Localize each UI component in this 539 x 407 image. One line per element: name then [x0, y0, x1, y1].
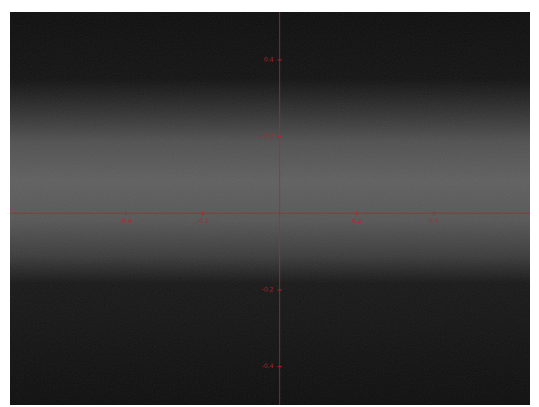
x-tick-label: 0.2 — [352, 218, 362, 225]
page: -0.4-0.20.20.40.40.2-0.2-0.4 (() => { co… — [0, 0, 539, 407]
viewer: -0.4 -0.2 0.2 0.4 0.4 0.2 -0.2 -0.4 — [0, 0, 539, 407]
y-tick-label: 0.4 — [264, 56, 274, 63]
image-texture — [10, 12, 530, 405]
x-tick-label: -0.2 — [197, 218, 209, 225]
y-tick-label: -0.2 — [262, 286, 274, 293]
y-tick-label: -0.4 — [262, 363, 274, 370]
x-tick-label: -0.4 — [120, 218, 132, 225]
x-tick-label: 0.4 — [429, 218, 439, 225]
y-tick-label: 0.2 — [264, 133, 274, 140]
